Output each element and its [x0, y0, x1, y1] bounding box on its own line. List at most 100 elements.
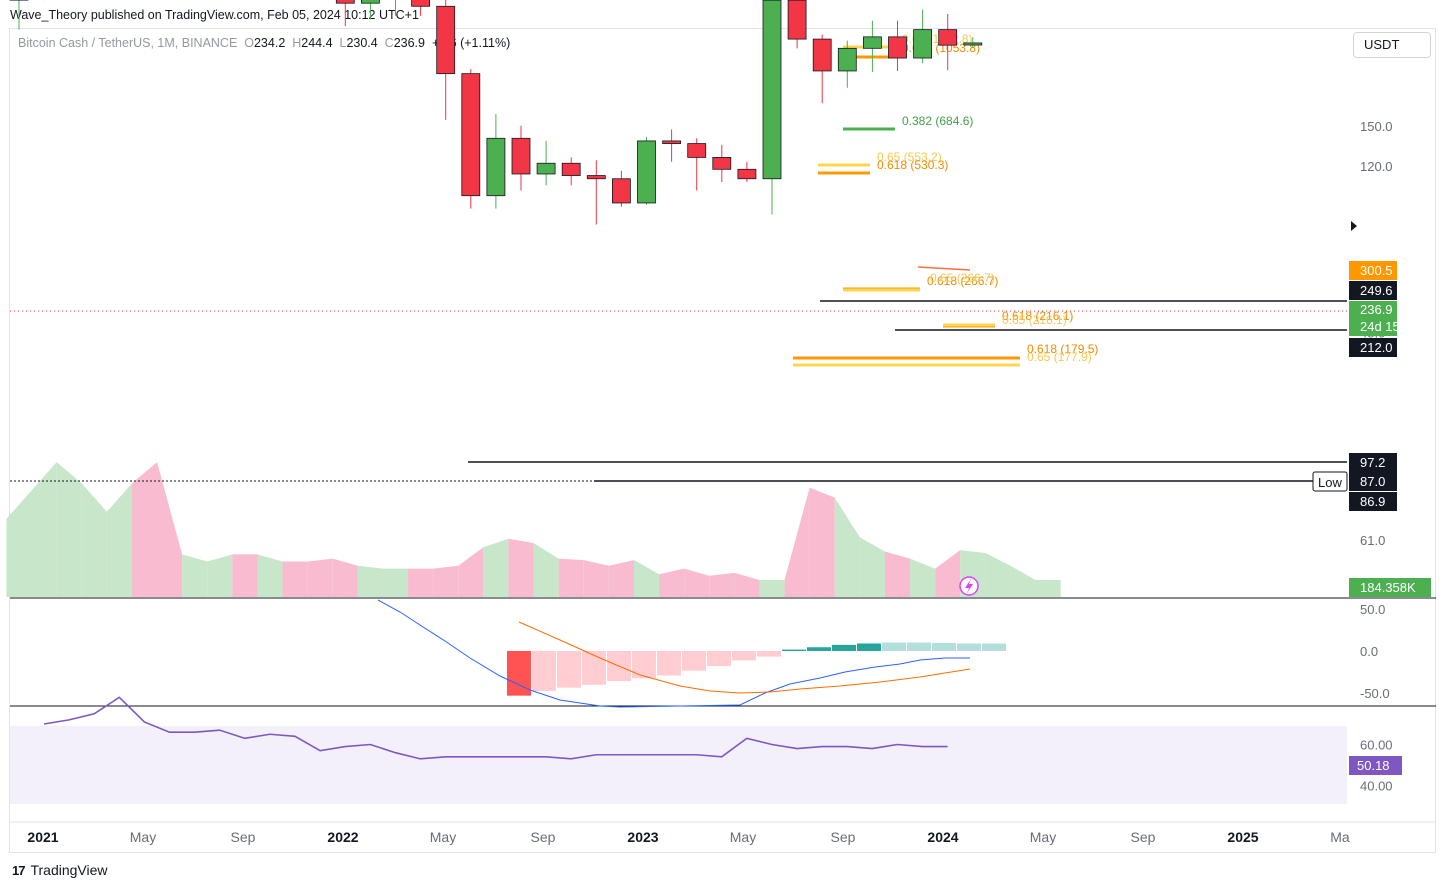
lightning-glyph-icon [965, 579, 973, 593]
price-tag-label: 24d 15h [1360, 319, 1407, 334]
date-axis-label: May [1030, 829, 1056, 845]
volume-area [307, 558, 333, 597]
publish-caption: Wave_Theory published on TradingView.com… [10, 8, 419, 22]
currency-selector[interactable]: USDT [1353, 32, 1431, 58]
macd-signal-line [518, 621, 971, 694]
close-label: C [384, 36, 394, 50]
volume-area [232, 554, 258, 597]
date-axis-label: May [130, 829, 156, 845]
macd-histogram-bar [757, 651, 781, 657]
macd-axis-tick: 50.0 [1360, 602, 1385, 617]
macd-histogram-bar [957, 643, 981, 651]
macd-histogram-bar [632, 651, 656, 679]
candle-body [938, 29, 958, 46]
trend-line [917, 266, 971, 271]
candle-body [712, 157, 732, 170]
date-axis-label: May [730, 829, 756, 845]
date-axis-label: 2021 [27, 829, 58, 845]
rsi-tag-label: 50.18 [1357, 758, 1390, 773]
macd-histogram-bar [707, 651, 731, 667]
volume-axis-tick: 61.0 [1360, 533, 1385, 548]
volume-area [583, 560, 609, 597]
rsi-axis-tick: 60.00 [1360, 738, 1393, 753]
price-tag-label: 97.2 [1360, 455, 1385, 470]
volume-area [56, 462, 82, 597]
volume-area [985, 552, 1011, 597]
candle-body [436, 5, 456, 75]
fib-label: 0.618 (530.3) [877, 158, 948, 172]
date-axis-label: 2024 [927, 829, 958, 845]
price-tag [1349, 281, 1397, 300]
candle-body [837, 47, 857, 72]
volume-area [834, 497, 860, 597]
open-label: O [244, 36, 254, 50]
volume-area [759, 579, 785, 597]
candle-body [411, 0, 431, 7]
macd-histogram-bar [557, 651, 581, 688]
tradingview-brand: TradingView [30, 862, 108, 878]
low-badge-label: Low [1318, 475, 1342, 490]
fib-label: 0.618 (179.5) [1027, 342, 1098, 356]
close-value: 236.9 [393, 36, 425, 50]
volume-area [157, 462, 183, 597]
tradingview-footer[interactable]: 17 TradingView [12, 862, 108, 878]
volume-area [31, 462, 57, 597]
volume-area [458, 547, 484, 597]
volume-area [533, 543, 559, 597]
price-axis-tick: 150.0 [1360, 119, 1393, 134]
price-tag [1349, 319, 1397, 336]
volume-area [433, 565, 459, 597]
rsi-band [10, 726, 1347, 804]
volume-area [633, 560, 660, 597]
price-tag-label: 184.358K [1360, 580, 1416, 595]
fib-label: 0.382 (684.6) [902, 114, 973, 128]
candle-body [888, 36, 907, 59]
macd-histogram-bar [682, 651, 706, 671]
candle-body [511, 137, 531, 175]
date-axis-label: 2023 [627, 829, 658, 845]
candle-body [461, 73, 481, 197]
volume-area [1010, 565, 1036, 597]
volume-area [684, 568, 710, 597]
macd-histogram-bar [907, 642, 931, 651]
rsi-tag [1349, 756, 1402, 775]
macd-histogram-bar [882, 642, 906, 651]
volume-area [357, 565, 383, 597]
open-value: 234.2 [253, 36, 286, 50]
date-axis-label: 2022 [327, 829, 358, 845]
date-axis-label: May [430, 829, 456, 845]
symbol-name[interactable]: Bitcoin Cash / TetherUS, 1M, BINANCE [18, 36, 238, 50]
volume-area [81, 483, 107, 597]
high-value: 244.4 [301, 36, 333, 50]
scroll-marker-icon [1351, 221, 1357, 231]
price-tag [1349, 472, 1397, 491]
volume-area [257, 554, 283, 597]
volume-area [608, 560, 634, 597]
candle-body [612, 178, 631, 204]
macd-histogram-bar [582, 651, 606, 685]
candle-body [737, 168, 757, 180]
price-axis-tick: 120.0 [1360, 159, 1393, 174]
candle-body [662, 140, 681, 144]
volume-area [884, 551, 911, 597]
price-tag [1349, 492, 1397, 511]
price-tag [1349, 261, 1397, 280]
macd-histogram-bar [982, 643, 1006, 651]
low-value: 230.4 [346, 36, 378, 50]
chart-frame [9, 28, 1436, 853]
candle-body [913, 29, 932, 59]
date-axis-label: Sep [531, 829, 556, 845]
volume-area [332, 558, 358, 597]
price-tag [1349, 301, 1397, 319]
price-tag-label: 236.9 [1360, 302, 1393, 317]
date-axis-label: Ma [1330, 829, 1350, 845]
volume-area [131, 462, 158, 597]
macd-line [377, 599, 970, 708]
candle-body [787, 0, 807, 40]
volume-area [207, 554, 233, 597]
volume-area [784, 487, 810, 597]
macd-histogram-bar [832, 644, 856, 651]
macd-histogram-bar [657, 651, 681, 676]
candle-body [812, 38, 832, 72]
